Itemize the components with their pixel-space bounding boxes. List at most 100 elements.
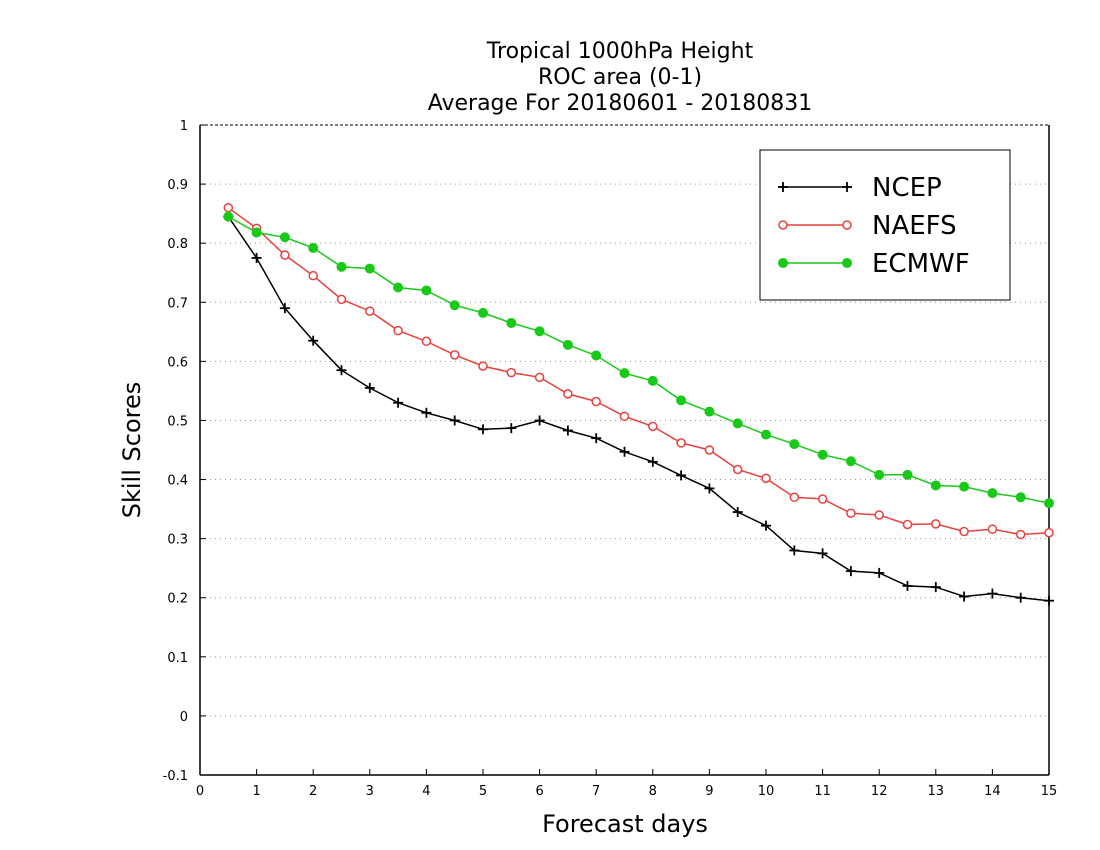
- y-axis-label: Skill Scores: [118, 382, 146, 519]
- data-point-ncep: [562, 425, 573, 436]
- data-point-naefs: [1015, 529, 1026, 540]
- data-point-ncep: [959, 591, 970, 602]
- data-point-ncep: [761, 520, 771, 531]
- data-point-ecmwf: [478, 307, 488, 318]
- data-point-naefs: [308, 270, 318, 281]
- data-point-ncep: [449, 415, 460, 426]
- data-point-ncep: [789, 545, 800, 556]
- title-line-3: Average For 20180601 - 20180831: [428, 91, 813, 116]
- y-tick-label: 1: [180, 119, 188, 134]
- axes: [199, 125, 1050, 776]
- data-point-ncep: [619, 446, 630, 457]
- y-tick-label: 0.1: [167, 651, 188, 666]
- x-tick-label: 1: [252, 784, 260, 799]
- x-tick-label: 2: [309, 784, 317, 799]
- x-tick-label: 11: [814, 784, 831, 799]
- data-point-naefs: [846, 508, 856, 518]
- data-point-ncep: [591, 433, 602, 444]
- data-point-ncep: [987, 588, 998, 599]
- data-point-ecmwf: [1015, 492, 1026, 503]
- data-point-naefs: [563, 389, 573, 399]
- data-point-ecmwf: [845, 456, 856, 467]
- data-point-ecmwf: [761, 429, 771, 440]
- data-point-naefs: [959, 526, 969, 537]
- legend-label-ncep: NCEP: [872, 173, 942, 203]
- data-point-ecmwf: [562, 339, 573, 350]
- x-axis-label: Forecast days: [542, 810, 708, 838]
- data-point-ecmwf: [619, 368, 630, 379]
- x-tick-labels: 0 1 2 3 4 5 6 7 8 9 10 11 12 13 14 15: [196, 769, 1057, 799]
- x-tick-label: 0: [196, 784, 204, 799]
- data-point-ncep: [874, 567, 885, 578]
- y-tick-label: 0.5: [167, 414, 188, 429]
- data-point-ncep: [817, 548, 828, 559]
- data-point-ncep: [364, 382, 375, 393]
- legend-marker-ncep: [778, 182, 788, 192]
- data-point-naefs: [761, 473, 771, 484]
- data-point-naefs: [421, 336, 432, 347]
- data-point-ecmwf: [393, 282, 404, 293]
- legend-marker-ncep: [842, 182, 852, 192]
- data-point-ecmwf: [591, 350, 602, 361]
- data-point-ncep: [1015, 592, 1026, 603]
- x-tick-label: 4: [422, 784, 430, 799]
- x-tick-label: 3: [366, 784, 374, 799]
- legend: NCEP NAEFS ECMWF: [759, 149, 1011, 301]
- data-point-ncep: [393, 397, 404, 408]
- data-point-ecmwf: [959, 481, 970, 492]
- y-tick-label: 0.3: [167, 533, 188, 548]
- data-point-ecmwf: [676, 395, 687, 406]
- data-point-ncep: [732, 507, 743, 518]
- data-point-naefs: [223, 202, 234, 213]
- data-point-ecmwf: [251, 227, 262, 238]
- data-point-naefs: [987, 524, 998, 534]
- data-point-ncep: [1044, 595, 1054, 606]
- data-point-ncep: [251, 252, 262, 263]
- x-tick-label: 12: [871, 784, 888, 799]
- data-point-naefs: [591, 396, 601, 407]
- data-point-ecmwf: [364, 263, 375, 274]
- data-point-ecmwf: [336, 261, 347, 272]
- data-point-naefs: [902, 519, 913, 530]
- data-point-naefs: [676, 438, 686, 448]
- data-point-ecmwf: [223, 211, 234, 222]
- data-point-ncep: [676, 470, 687, 481]
- y-tick-labels: -0.1 0 0.1 0.2 0.3 0.4 0.5 0.6 0.7 0.8 0.9 1: [163, 119, 206, 784]
- data-point-naefs: [534, 372, 545, 383]
- data-point-ecmwf: [308, 242, 319, 253]
- x-tick-label: 6: [535, 784, 543, 799]
- data-point-ecmwf: [506, 317, 517, 328]
- data-point-naefs: [365, 306, 375, 316]
- data-point-ecmwf: [930, 480, 941, 491]
- data-point-naefs: [449, 350, 460, 360]
- legend-marker-ecmwf: [778, 258, 788, 268]
- data-point-ncep: [902, 580, 913, 591]
- y-tick-label: 0: [180, 710, 188, 725]
- data-point-ecmwf: [732, 418, 743, 429]
- data-point-ecmwf: [279, 232, 290, 243]
- title-line-2: ROC area (0-1): [538, 65, 702, 90]
- data-point-ecmwf: [874, 469, 885, 480]
- data-point-ecmwf: [902, 469, 913, 480]
- data-point-naefs: [874, 510, 884, 520]
- data-point-ncep: [308, 335, 319, 346]
- data-point-ncep: [506, 423, 517, 434]
- data-point-naefs: [393, 325, 403, 336]
- data-point-ncep: [421, 407, 432, 418]
- legend-label-naefs: NAEFS: [872, 211, 957, 241]
- y-tick-label: 0.7: [167, 296, 188, 311]
- data-point-ncep: [930, 582, 941, 593]
- title-line-1: Tropical 1000hPa Height: [486, 39, 754, 64]
- data-point-naefs: [619, 411, 630, 422]
- data-point-ncep: [534, 415, 545, 426]
- data-point-ncep: [279, 303, 290, 314]
- data-point-ecmwf: [449, 300, 460, 311]
- data-point-ecmwf: [987, 488, 998, 499]
- x-tick-label: 9: [705, 784, 713, 799]
- x-tick-label: 15: [1041, 784, 1058, 799]
- y-tick-label: -0.1: [163, 769, 188, 784]
- data-point-naefs: [732, 464, 743, 475]
- y-tick-label: 0.8: [167, 237, 188, 252]
- data-point-ncep: [647, 456, 658, 467]
